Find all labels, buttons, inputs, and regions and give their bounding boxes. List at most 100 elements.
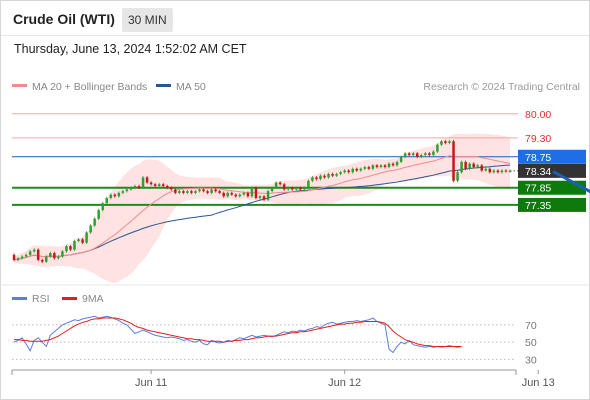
candle-body — [476, 165, 479, 168]
rsi-panel: RSI 9MA 70 50 30 Jun 11 Jun 12 Jun 13 — [11, 293, 555, 389]
candle-body — [440, 141, 443, 145]
timeframe-badge[interactable]: 30 MIN — [122, 8, 173, 32]
candle-body — [190, 191, 193, 193]
candle-body — [246, 192, 250, 197]
legend-label: MA 20 + Bollinger Bands — [32, 81, 147, 93]
candle-body — [170, 187, 173, 190]
candle-body — [359, 168, 363, 171]
rsi-line — [13, 315, 462, 354]
candle-body — [395, 161, 399, 166]
level-label-resistance: 80.00 — [525, 109, 551, 121]
candle-body — [117, 192, 121, 197]
candle-body — [12, 254, 16, 260]
candle-body — [125, 189, 129, 192]
legend-label: MA 50 — [176, 81, 206, 93]
rsi-legend: RSI 9MA — [12, 293, 104, 305]
candle-body — [295, 187, 298, 190]
candle-body — [363, 167, 367, 169]
candle-body — [81, 239, 84, 243]
candle-body — [258, 196, 262, 199]
candle-body — [40, 259, 44, 262]
last-price-box — [518, 163, 586, 178]
candle-body — [391, 163, 395, 166]
candle-body — [198, 189, 201, 192]
candle-body — [238, 194, 242, 197]
candle-body — [452, 141, 455, 181]
ma20-line — [13, 155, 511, 261]
candle-body — [194, 191, 197, 193]
candle-body — [266, 191, 270, 200]
rsi-level-label: 70 — [525, 320, 537, 332]
candle-body — [403, 153, 407, 157]
candle-body — [448, 141, 451, 143]
candle-body — [137, 186, 141, 188]
candle-body — [339, 172, 342, 174]
candle-body — [178, 191, 181, 193]
candle-body — [113, 194, 117, 197]
candle-body — [379, 165, 383, 168]
candle-body — [24, 254, 28, 257]
candles — [12, 139, 512, 264]
level-label-box-support — [518, 197, 586, 212]
candle-body — [161, 184, 165, 186]
candle-body — [436, 144, 439, 152]
candle-body — [383, 165, 387, 168]
level-label-support: 77.35 — [525, 200, 551, 212]
candle-body — [129, 187, 133, 190]
candle-body — [420, 155, 423, 157]
candle-body — [484, 168, 488, 171]
candle-body — [61, 251, 64, 257]
candle-body — [411, 153, 415, 156]
candle-body — [303, 187, 306, 190]
candle-body — [121, 191, 125, 193]
rsi-level-label: 30 — [525, 354, 537, 366]
candle-body — [133, 186, 137, 188]
candle-body — [45, 256, 48, 262]
timestamp: Thursday, June 13, 2024 1:52:02 AM CET — [14, 42, 247, 56]
candle-body — [307, 180, 310, 188]
x-tick-label: Jun 11 — [135, 377, 167, 389]
candle-body — [504, 170, 508, 172]
candle-body — [101, 203, 104, 211]
header-divider — [1, 35, 589, 36]
candle-body — [319, 175, 322, 180]
candle-body — [222, 192, 225, 197]
candle-body — [367, 167, 371, 169]
candle-body — [254, 187, 258, 199]
candle-body — [109, 194, 113, 199]
legend-swatch — [156, 84, 171, 87]
candle-body — [89, 225, 92, 233]
candle-body — [214, 189, 217, 192]
candle-body — [428, 153, 431, 156]
candle-body — [28, 251, 32, 255]
candle-body — [299, 187, 302, 190]
candle-body — [347, 170, 350, 173]
candle-body — [290, 187, 294, 190]
candle-body — [274, 182, 278, 188]
rsi-legend-swatch — [62, 297, 77, 300]
candle-body — [165, 186, 169, 188]
forecast-arrow-shaft — [552, 170, 590, 194]
level-label-support: 77.85 — [525, 183, 551, 195]
level-label-resistance: 79.30 — [525, 133, 551, 145]
candle-body — [282, 184, 286, 190]
candle-body — [230, 192, 234, 195]
candle-body — [105, 198, 109, 204]
candle-body — [174, 189, 177, 193]
candle-body — [355, 168, 359, 171]
candle-body — [488, 168, 492, 173]
rsi-ma-line — [14, 317, 462, 347]
candle-body — [242, 192, 246, 195]
candle-body — [496, 170, 500, 173]
x-tick-label: Jun 12 — [328, 377, 361, 389]
candle-body — [93, 218, 96, 226]
candle-body — [234, 194, 238, 197]
instrument-title: Crude Oil (WTI) — [13, 11, 115, 27]
candle-body — [210, 189, 213, 193]
ma50-line — [13, 164, 511, 261]
candle-body — [153, 184, 157, 186]
x-tick-label: Jun 13 — [522, 377, 555, 389]
candle-body — [331, 173, 334, 176]
candle-body — [407, 153, 411, 156]
